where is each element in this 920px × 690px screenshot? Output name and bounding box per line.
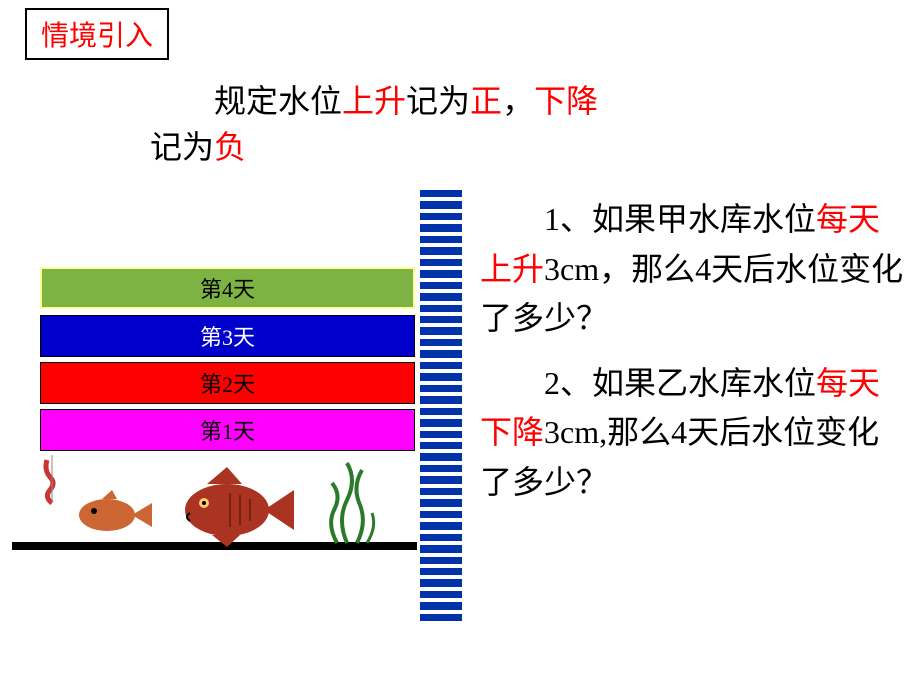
- bar-day1-label: 第1天: [200, 414, 255, 446]
- ruler-tick: [420, 316, 462, 327]
- ruler: [420, 190, 462, 625]
- ruler-tick: [420, 568, 462, 579]
- q1-pre: 1、如果甲水库水位: [544, 201, 816, 237]
- ruler-tick: [420, 453, 462, 464]
- ruler-tick: [420, 591, 462, 602]
- ruler-tick: [420, 499, 462, 510]
- q1-post: 3cm，那么4天后水位变化了多少？: [480, 251, 903, 337]
- seaweed-icon: [331, 463, 374, 543]
- ruler-tick: [420, 545, 462, 556]
- bar-day3: 第3天: [40, 315, 415, 357]
- ruler-tick: [420, 579, 462, 590]
- ruler-tick: [420, 362, 462, 373]
- ruler-tick: [420, 224, 462, 235]
- big-fish-icon: [185, 467, 294, 547]
- ruler-tick: [420, 602, 462, 613]
- ruler-tick: [420, 419, 462, 430]
- intro-up: 上升: [342, 83, 406, 119]
- q2-pre: 2、如果乙水库水位: [544, 365, 816, 401]
- intro-text: 规定水位上升记为正，下降记为负: [150, 78, 710, 171]
- ruler-tick: [420, 350, 462, 361]
- intro-mid1: 记为: [406, 83, 470, 119]
- questions-block: 1、如果甲水库水位每天上升3cm，那么4天后水位变化了多少？ 2、如果乙水库水位…: [480, 195, 910, 508]
- bar-day2-label: 第2天: [200, 367, 255, 399]
- ruler-tick: [420, 201, 462, 212]
- ruler-tick: [420, 396, 462, 407]
- question-1: 1、如果甲水库水位每天上升3cm，那么4天后水位变化了多少？: [480, 195, 910, 344]
- title-box: 情境引入: [25, 8, 169, 60]
- ruler-tick: [420, 247, 462, 258]
- ruler-tick: [420, 431, 462, 442]
- ruler-tick: [420, 385, 462, 396]
- ruler-tick: [420, 522, 462, 533]
- ruler-tick: [420, 293, 462, 304]
- ruler-tick: [420, 614, 462, 625]
- ruler-tick: [420, 259, 462, 270]
- aquarium-svg: [12, 455, 417, 550]
- bar-day3-label: 第3天: [200, 320, 255, 352]
- ruler-tick: [420, 442, 462, 453]
- ruler-tick: [420, 557, 462, 568]
- bar-day4-label: 第4天: [200, 272, 255, 304]
- bar-day1: 第1天: [40, 409, 415, 451]
- ruler-tick: [420, 488, 462, 499]
- bar-day2: 第2天: [40, 362, 415, 404]
- ruler-tick: [420, 476, 462, 487]
- ruler-tick: [420, 327, 462, 338]
- intro-positive: 正: [470, 83, 502, 119]
- intro-suffix-pre: 记为: [150, 129, 214, 165]
- water-diagram: 第4天 第3天 第2天 第1天: [12, 265, 462, 625]
- ruler-tick: [420, 236, 462, 247]
- ruler-tick: [420, 305, 462, 316]
- bar-day4: 第4天: [40, 267, 415, 309]
- ruler-tick: [420, 282, 462, 293]
- ruler-tick: [420, 511, 462, 522]
- ruler-tick: [420, 213, 462, 224]
- ruler-tick: [420, 534, 462, 545]
- question-2: 2、如果乙水库水位每天下降3cm,那么4天后水位变化了多少？: [480, 359, 910, 508]
- intro-down: 下降: [534, 83, 598, 119]
- ruler-tick: [420, 270, 462, 281]
- ruler-tick: [420, 190, 462, 201]
- ruler-tick: [420, 408, 462, 419]
- small-fish-icon: [79, 490, 152, 531]
- ruler-tick: [420, 465, 462, 476]
- intro-mid2: ，: [502, 83, 534, 119]
- ruler-tick: [420, 339, 462, 350]
- ruler-tick: [420, 373, 462, 384]
- intro-negative: 负: [214, 129, 246, 165]
- title-text: 情境引入: [41, 21, 153, 52]
- intro-prefix: 规定水位: [214, 83, 342, 119]
- water-area: [12, 455, 417, 550]
